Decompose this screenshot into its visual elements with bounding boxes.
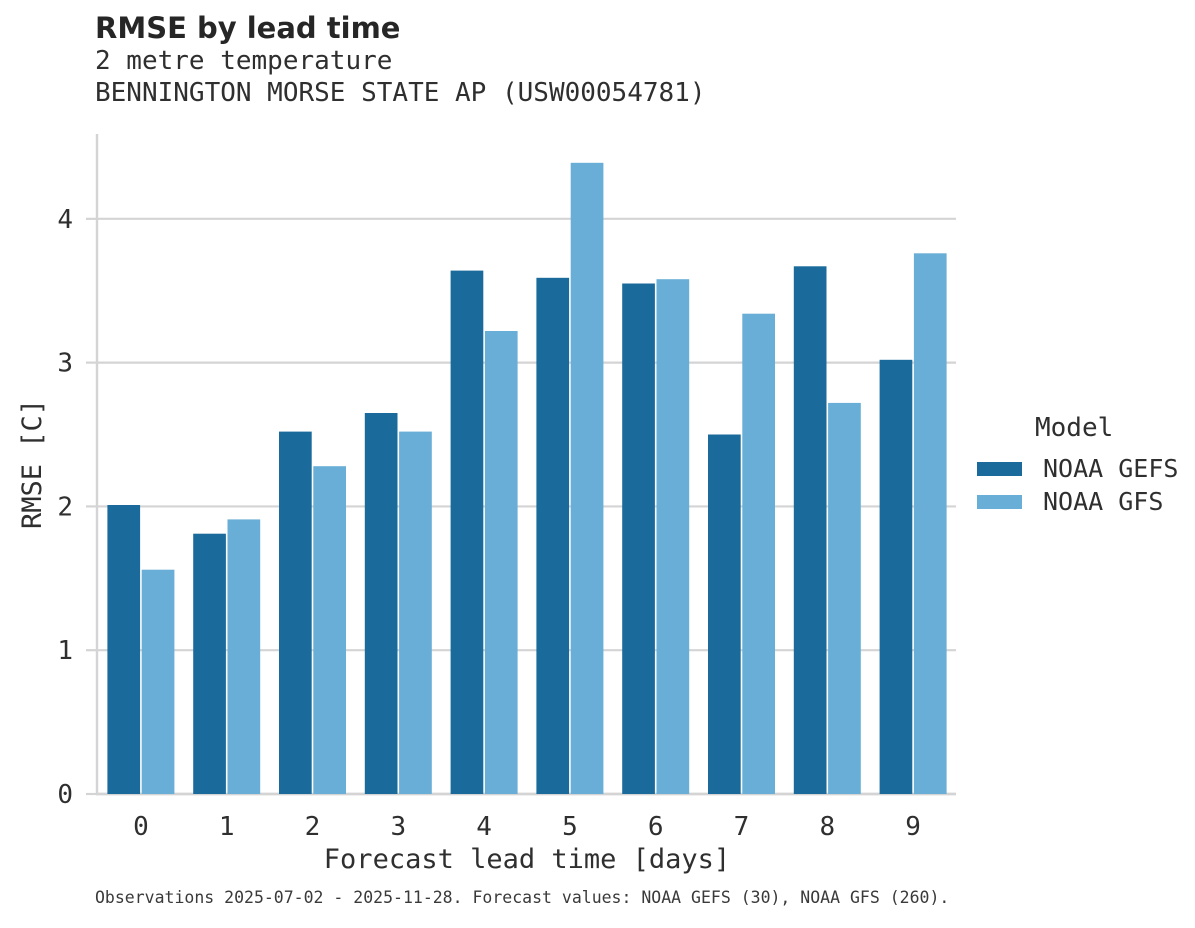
- x-tick-label: 8: [819, 812, 835, 842]
- bar-noaa-gefs-lead-6: [622, 283, 655, 794]
- legend-entry-noaa-gfs: NOAA GFS: [977, 485, 1178, 518]
- bar-noaa-gefs-lead-1: [193, 533, 226, 794]
- chart-subtitle-variable: 2 metre temperature: [95, 46, 393, 76]
- bar-noaa-gfs-lead-0: [141, 569, 175, 794]
- chart-title: RMSE by lead time: [95, 11, 401, 45]
- x-tick-label: 1: [219, 812, 235, 842]
- x-tick-label: 4: [476, 812, 492, 842]
- chart-subtitle-station: BENNINGTON MORSE STATE AP (USW00054781): [95, 78, 706, 108]
- y-tick-label: 1: [57, 636, 73, 666]
- bar-noaa-gefs-lead-5: [536, 277, 570, 794]
- legend-entry-label: NOAA GFS: [1043, 487, 1164, 516]
- bar-noaa-gefs-lead-2: [279, 431, 312, 794]
- bar-noaa-gfs-lead-6: [656, 279, 690, 794]
- y-axis-label: RMSE [C]: [17, 399, 48, 529]
- x-tick-label: 6: [648, 812, 664, 842]
- bar-noaa-gefs-lead-8: [793, 266, 827, 794]
- bar-noaa-gfs-lead-5: [570, 162, 604, 795]
- x-axis-label: Forecast lead time [days]: [324, 844, 730, 875]
- bar-noaa-gefs-lead-0: [107, 505, 141, 794]
- x-tick-label: 3: [390, 812, 406, 842]
- legend-entry-label: NOAA GEFS: [1043, 454, 1179, 483]
- bar-noaa-gfs-lead-7: [742, 313, 775, 794]
- y-tick-label: 2: [57, 492, 73, 522]
- bar-noaa-gefs-lead-7: [708, 434, 741, 794]
- x-tick-label: 9: [905, 812, 921, 842]
- legend: Model NOAA GEFS NOAA GFS: [977, 413, 1178, 518]
- legend-entries: NOAA GEFS NOAA GFS: [977, 452, 1178, 518]
- bar-noaa-gfs-lead-9: [913, 253, 947, 795]
- x-tick-label: 0: [133, 812, 149, 842]
- chart-header: RMSE by lead time 2 metre temperature BE…: [95, 12, 705, 108]
- bar-noaa-gfs-lead-3: [399, 431, 432, 794]
- y-tick-label: 0: [57, 780, 73, 810]
- legend-swatch: [977, 494, 1022, 509]
- x-tick-label: 5: [562, 812, 578, 842]
- y-tick-label: 3: [57, 349, 73, 379]
- x-tick-label: 7: [734, 812, 750, 842]
- legend-title: Model: [1035, 413, 1114, 443]
- y-tick-label: 4: [57, 205, 73, 235]
- footer-caption: Observations 2025-07-02 - 2025-11-28. Fo…: [95, 888, 950, 907]
- legend-entry-noaa-gefs: NOAA GEFS: [977, 452, 1178, 485]
- bar-noaa-gfs-lead-8: [828, 402, 861, 794]
- bar-noaa-gefs-lead-9: [879, 359, 913, 794]
- bar-noaa-gfs-lead-1: [227, 519, 261, 794]
- bar-noaa-gfs-lead-4: [484, 331, 518, 794]
- bar-noaa-gefs-lead-4: [450, 270, 484, 795]
- legend-swatch: [977, 461, 1022, 476]
- x-tick-label: 2: [305, 812, 321, 842]
- bar-noaa-gefs-lead-3: [364, 413, 398, 794]
- bar-noaa-gfs-lead-2: [313, 466, 346, 794]
